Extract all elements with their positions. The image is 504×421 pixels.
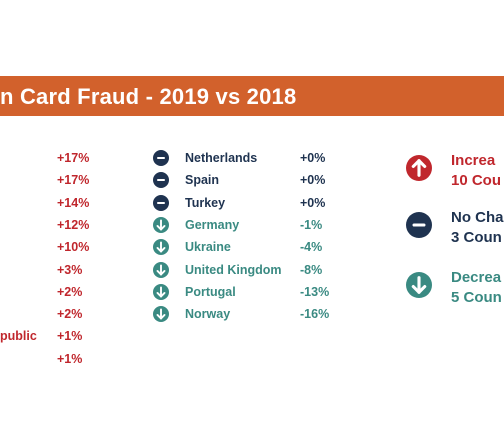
increase-value: +10% bbox=[57, 240, 90, 255]
change-value: -16% bbox=[300, 307, 330, 322]
minus-circle-icon bbox=[153, 150, 169, 166]
increase-value: +17% bbox=[57, 173, 90, 188]
increase-value: +1% bbox=[57, 329, 83, 344]
change-value: -13% bbox=[300, 284, 330, 299]
country-label: Ukraine bbox=[185, 240, 231, 255]
change-value: +0% bbox=[300, 173, 326, 188]
change-value: -1% bbox=[300, 217, 323, 232]
country-label: Turkey bbox=[185, 195, 226, 210]
country-label: Portugal bbox=[185, 284, 236, 299]
arrow-down-circle-icon bbox=[153, 239, 169, 256]
country-label: United Kingdom bbox=[185, 262, 282, 277]
arrow-up-circle-icon bbox=[406, 155, 432, 181]
minus-circle-icon bbox=[406, 212, 432, 238]
change-value: -4% bbox=[300, 240, 323, 255]
arrow-down-circle-icon bbox=[406, 272, 432, 298]
arrow-down-circle-icon bbox=[153, 261, 169, 278]
country-label: Norway bbox=[185, 307, 231, 322]
legend-decrease-count: 5 Coun bbox=[451, 289, 502, 306]
increase-country-label: public bbox=[0, 329, 37, 344]
legend-nochange-count: 3 Coun bbox=[451, 229, 502, 246]
chart-title: n Card Fraud - 2019 vs 2018 bbox=[0, 84, 297, 109]
increase-value: +2% bbox=[57, 307, 83, 322]
arrow-down-circle-icon bbox=[153, 306, 169, 323]
country-label: Germany bbox=[185, 217, 240, 232]
minus-circle-icon bbox=[153, 194, 169, 211]
minus-circle-icon bbox=[153, 172, 169, 189]
country-label: Netherlands bbox=[185, 151, 258, 165]
increase-value: +12% bbox=[57, 217, 90, 232]
change-value: +0% bbox=[300, 151, 326, 165]
increase-value: +17% bbox=[57, 151, 90, 165]
country-label: Spain bbox=[185, 173, 220, 188]
legend-increase-count: 10 Cou bbox=[451, 172, 502, 189]
change-value: -8% bbox=[300, 262, 323, 277]
legend-nochange-label: No Cha bbox=[451, 209, 504, 226]
title-banner: n Card Fraud - 2019 vs 2018 bbox=[0, 76, 504, 116]
increase-value: +14% bbox=[57, 195, 90, 210]
change-value: +0% bbox=[300, 195, 326, 210]
arrow-down-circle-icon bbox=[153, 283, 169, 300]
legend-decrease-label: Decrea bbox=[451, 269, 502, 286]
increase-value: +1% bbox=[57, 351, 83, 366]
increase-value: +3% bbox=[57, 262, 83, 277]
arrow-down-circle-icon bbox=[153, 216, 169, 233]
legend-increase-label: Increa bbox=[451, 152, 496, 169]
increase-value: +2% bbox=[57, 284, 83, 299]
